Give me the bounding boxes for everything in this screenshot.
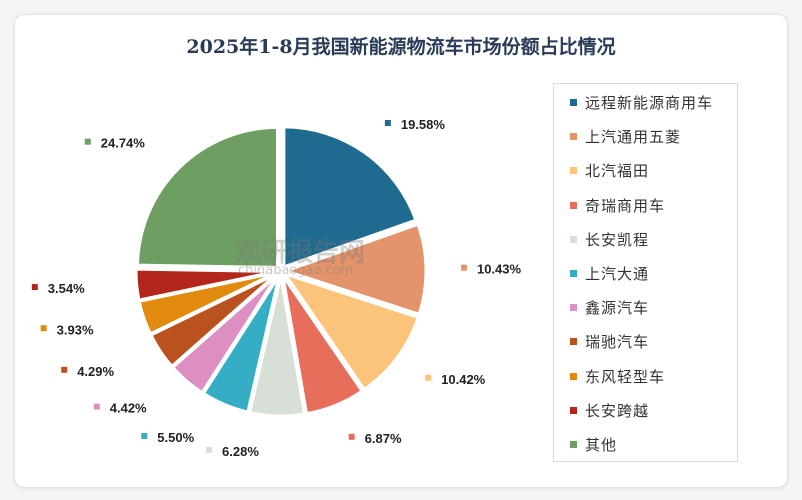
label-swatch — [93, 403, 100, 410]
legend-label: 其他 — [585, 436, 618, 454]
label-text: 3.93% — [57, 322, 94, 337]
legend-item: 长安跨越 — [570, 400, 649, 421]
legend-label: 上汽通用五菱 — [585, 128, 682, 147]
legend-swatch — [570, 270, 577, 277]
legend-label: 远程新能源商用车 — [585, 94, 714, 112]
label-swatch — [84, 138, 91, 145]
data-label: 4.42% — [93, 401, 147, 416]
pie-slice — [201, 274, 281, 414]
label-swatch — [348, 433, 355, 440]
label-text: 10.43% — [477, 262, 522, 277]
legend-item: 北汽福田 — [570, 160, 649, 181]
label-text: 5.50% — [157, 430, 194, 445]
legend-swatch — [570, 338, 577, 346]
legend-label: 瑞驰汽车 — [585, 333, 650, 352]
label-swatch — [206, 446, 213, 453]
legend-label: 北汽福田 — [585, 162, 650, 181]
label-text: 4.42% — [110, 401, 147, 416]
label-text: 6.87% — [365, 431, 402, 446]
legend-swatch — [570, 372, 577, 380]
legend-swatch — [570, 441, 577, 448]
pie-slice — [281, 274, 365, 416]
label-swatch — [425, 374, 432, 381]
pie-slice — [135, 125, 279, 269]
legend-swatch — [570, 99, 577, 106]
label-text: 19.58% — [401, 117, 446, 132]
legend-swatch — [570, 304, 577, 312]
legend-label: 长安凯程 — [585, 230, 650, 249]
legend-item: 瑞驰汽车 — [570, 331, 649, 352]
pie-slice — [134, 267, 277, 302]
data-label: 6.28% — [206, 444, 259, 459]
data-label: 24.74% — [84, 136, 146, 151]
data-label: 10.42% — [425, 372, 486, 387]
label-swatch — [384, 119, 391, 126]
label-text: 10.42% — [441, 372, 486, 387]
chart-title: 2025年1-8月我国新能源物流车市场份额占比情况 — [186, 36, 616, 58]
data-label: 4.29% — [61, 364, 115, 379]
legend-item: 远程新能源商用车 — [570, 92, 713, 113]
pie-slice — [282, 125, 418, 270]
data-label: 19.58% — [384, 117, 446, 132]
legend-item: 东风轻型车 — [570, 366, 665, 387]
legend-label: 东风轻型车 — [585, 367, 666, 386]
legend-item: 上汽通用五菱 — [570, 126, 681, 147]
watermark-text: 观研报告网 — [235, 238, 366, 268]
legend-swatch — [570, 201, 577, 209]
label-text: 4.29% — [77, 364, 114, 379]
data-label: 3.54% — [31, 281, 85, 296]
legend-label: 上汽大通 — [585, 265, 650, 283]
label-text: 6.28% — [222, 444, 259, 459]
legend-label: 长安跨越 — [585, 401, 650, 420]
data-label: 6.87% — [348, 431, 402, 446]
label-swatch — [460, 264, 467, 271]
legend-item: 其他 — [570, 434, 617, 455]
label-text: 3.54% — [48, 281, 85, 296]
legend-item: 鑫源汽车 — [570, 297, 649, 318]
data-label: 10.43% — [460, 262, 522, 277]
legend: 远程新能源商用车 上汽通用五菱 北汽福田奇瑞商用车长安凯程上汽大通鑫源汽车瑞驰汽车东… — [553, 83, 738, 462]
legend-item: 上汽大通 — [570, 263, 649, 284]
data-label: 3.93% — [40, 322, 94, 337]
legend-swatch — [570, 406, 577, 414]
legend-item: 长安凯程 — [570, 229, 649, 250]
pie-slice — [281, 222, 428, 317]
label-swatch — [141, 432, 148, 439]
pie-slice — [281, 271, 421, 392]
pie-slice — [247, 275, 307, 418]
legend-swatch — [570, 133, 577, 141]
label-swatch — [40, 325, 47, 332]
label-swatch — [31, 284, 38, 291]
legend-swatch — [570, 167, 577, 175]
legend-label: 鑫源汽车 — [585, 299, 650, 318]
label-text: 24.74% — [101, 136, 146, 151]
watermark-url: chinabaogao.com — [238, 263, 354, 278]
legend-item: 奇瑞商用车 — [570, 195, 665, 216]
legend-label: 奇瑞商用车 — [585, 196, 666, 215]
data-label: 5.50% — [141, 430, 195, 445]
legend-swatch — [570, 235, 577, 243]
label-swatch — [61, 366, 68, 373]
